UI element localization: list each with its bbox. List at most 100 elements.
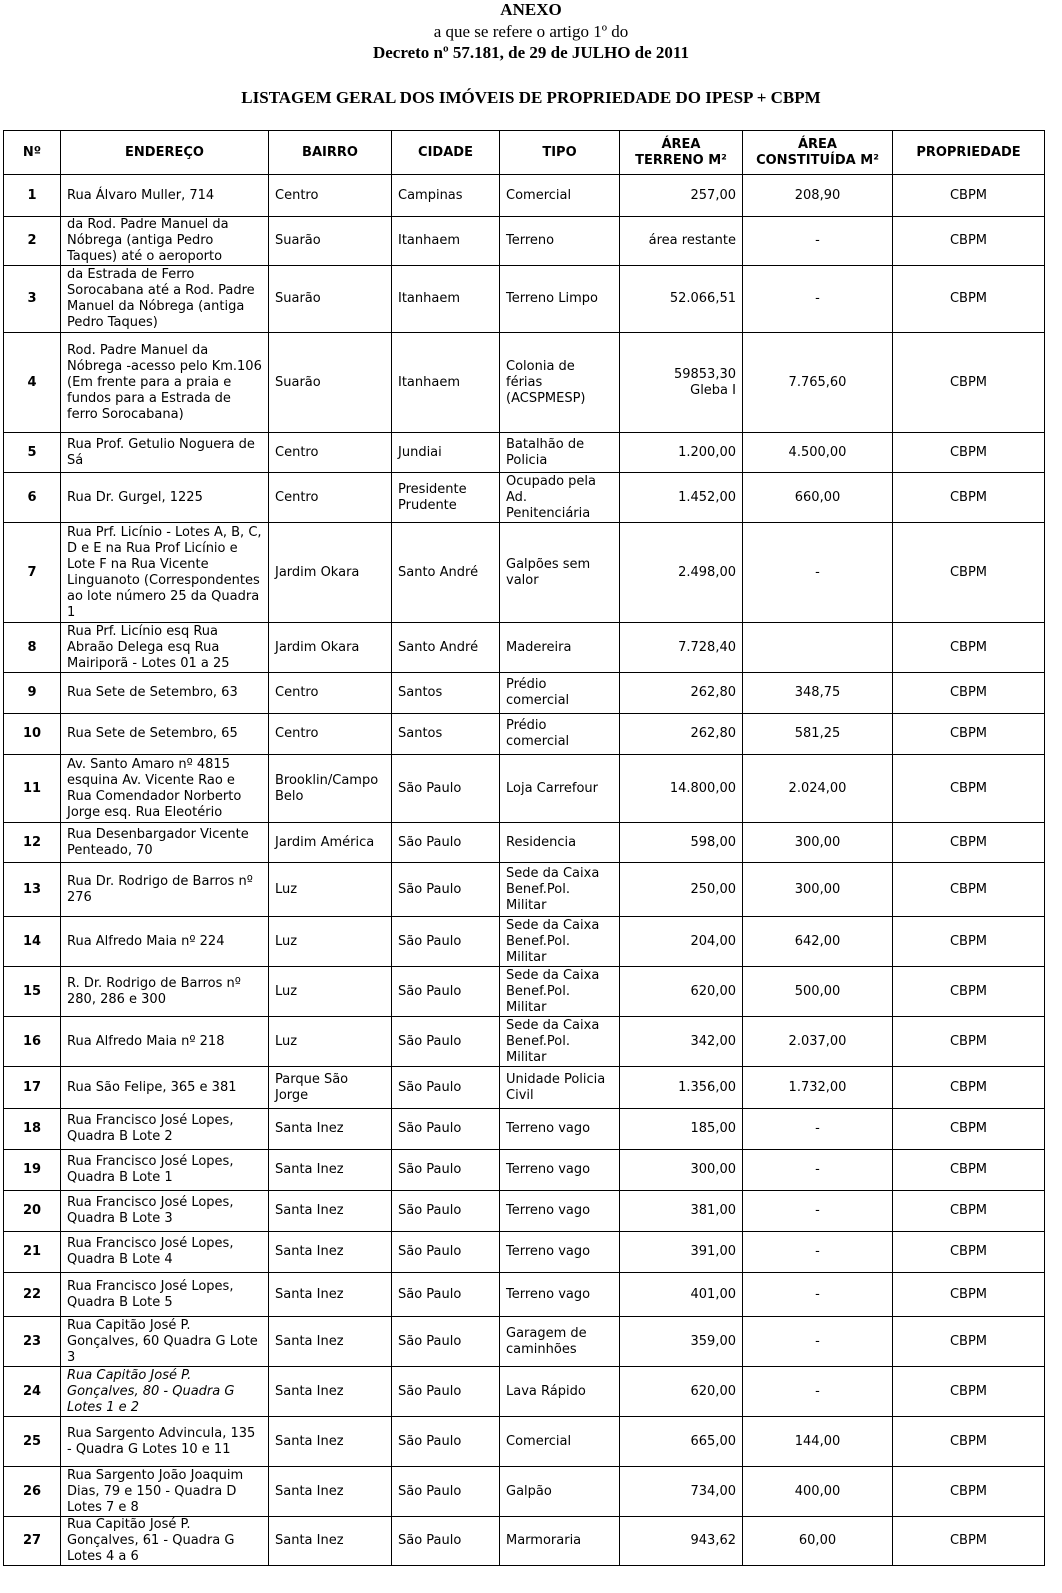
table-cell: Terreno vago [499,1108,620,1150]
table-row: 13 Rua Dr. Rodrigo de Barros nº 276 Luz São… [3,862,1045,917]
table-cell: Santa Inez [268,1366,392,1417]
table-cell: 642,00 [742,916,893,967]
table-cell: 14.800,00 [619,754,743,823]
table-cell: Colonia de férias (ACSPMESP) [499,332,620,433]
table-cell: São Paulo [391,1190,500,1232]
column-header: PROPRIEDADE [892,130,1045,175]
table-cell: 15 [3,966,61,1017]
table-cell: Rua Alfredo Maia nº 218 [60,1016,269,1067]
table-cell: Centro [268,432,392,473]
table-cell: 14 [3,916,61,967]
table-cell: Santa Inez [268,1231,392,1273]
table-row: 2 da Rod. Padre Manuel da Nóbrega (antiga… [3,216,1045,266]
table-cell: CBPM [892,1066,1045,1109]
table-cell: - [742,1366,893,1417]
table-cell: São Paulo [391,966,500,1017]
table-cell: 26 [3,1466,61,1517]
table-cell: CBPM [892,1108,1045,1150]
table-row: 19 Rua Francisco José Lopes, Quadra B Lot… [3,1149,1045,1191]
table-row: 4 Rod. Padre Manuel da Nóbrega -acesso pe… [3,332,1045,433]
table-cell: - [742,1149,893,1191]
table-cell: da Estrada de Ferro Sorocabana até a Rod… [60,265,269,333]
table-cell: Jardim Okara [268,622,392,673]
table-cell: da Rod. Padre Manuel da Nóbrega (antiga … [60,216,269,266]
table-row: 24 Rua Capitão José P. Gonçalves, 80 - Qu… [3,1366,1045,1417]
table-cell: 1.200,00 [619,432,743,473]
table-cell: 52.066,51 [619,265,743,333]
table-row: 20 Rua Francisco José Lopes, Quadra B Lot… [3,1190,1045,1232]
column-header: ÁREA CONSTITUÍDA M² [742,130,893,175]
table-cell: São Paulo [391,1416,500,1467]
table-cell: Prédio comercial [499,713,620,755]
table-cell: Rua Álvaro Muller, 714 [60,174,269,217]
table-cell: Prédio comercial [499,672,620,714]
table-cell: Sede da Caixa Benef.Pol. Militar [499,1016,620,1067]
table-cell: 300,00 [742,862,893,917]
table-cell: 400,00 [742,1466,893,1517]
table-cell: Rod. Padre Manuel da Nóbrega -acesso pel… [60,332,269,433]
table-cell: Comercial [499,174,620,217]
table-cell: 12 [3,822,61,863]
table-cell: 734,00 [619,1466,743,1517]
table-row: 17 Rua São Felipe, 365 e 381 Parque São Jo… [3,1066,1045,1109]
table-cell: CBPM [892,1190,1045,1232]
table-cell: 620,00 [619,966,743,1017]
table-row: 7 Rua Prf. Licínio - Lotes A, B, C, D e E… [3,522,1045,623]
table-cell: Rua Sargento João Joaquim Dias, 79 e 150… [60,1466,269,1517]
table-cell: 24 [3,1366,61,1417]
table-cell: 4 [3,332,61,433]
table-cell: CBPM [892,1516,1045,1566]
table-cell: Santa Inez [268,1416,392,1467]
table-cell: Santos [391,713,500,755]
table-cell: Itanhaem [391,332,500,433]
table-cell: CBPM [892,1416,1045,1467]
column-header: BAIRRO [268,130,392,175]
table-cell: CBPM [892,1016,1045,1067]
table-row: 1 Rua Álvaro Muller, 714 Centro Campinas Com… [3,174,1045,217]
table-cell: 10 [3,713,61,755]
table-cell: Santa Inez [268,1108,392,1150]
table-cell: São Paulo [391,754,500,823]
table-cell: 19 [3,1149,61,1191]
table-cell: Batalhão de Policia [499,432,620,473]
table-cell: Itanhaem [391,216,500,266]
table-cell: Rua Capitão José P. Gonçalves, 61 - Quad… [60,1516,269,1566]
table-cell: Av. Santo Amaro nº 4815 esquina Av. Vice… [60,754,269,823]
table-cell: Suarão [268,332,392,433]
table-cell: 4.500,00 [742,432,893,473]
table-cell: 262,80 [619,713,743,755]
table-cell: Rua Sete de Setembro, 65 [60,713,269,755]
table-cell: Luz [268,966,392,1017]
decree: Decreto nº 57.181, de 29 de JULHO de 201… [372,43,689,62]
table-cell: 2 [3,216,61,266]
table-cell: 185,00 [619,1108,743,1150]
table-cell: Rua Capitão José P. Gonçalves, 80 - Quad… [60,1366,269,1417]
table-row: 6 Rua Dr. Gurgel, 1225 Centro Presidente Pr… [3,472,1045,523]
column-header: ÁREA TERRENO M² [619,130,743,175]
table-cell: 1.356,00 [619,1066,743,1109]
table-cell: - [742,1231,893,1273]
table-cell: São Paulo [391,1149,500,1191]
table-cell: Rua Dr. Gurgel, 1225 [60,472,269,523]
table-row: 21 Rua Francisco José Lopes, Quadra B Lot… [3,1231,1045,1273]
table-cell: Suarão [268,265,392,333]
table-cell: 660,00 [742,472,893,523]
table-cell: Luz [268,1016,392,1067]
table-cell: Garagem de caminhões [499,1316,620,1367]
table-cell: Luz [268,916,392,967]
table-cell: Rua Desenbargador Vicente Penteado, 70 [60,822,269,863]
table-cell: 144,00 [742,1416,893,1467]
table-cell: Lava Rápido [499,1366,620,1417]
table-cell: 401,00 [619,1272,743,1317]
table-row: 16 Rua Alfredo Maia nº 218 Luz São Paulo Sed… [3,1016,1045,1067]
table-cell: Centro [268,472,392,523]
table-cell: - [742,1108,893,1150]
table-row: 12 Rua Desenbargador Vicente Penteado, 70… [3,822,1045,863]
table-cell: 9 [3,672,61,714]
table-cell: Santo André [391,522,500,623]
table-cell: Rua Francisco José Lopes, Quadra B Lote … [60,1231,269,1273]
table-cell: 13 [3,862,61,917]
table-cell: Centro [268,174,392,217]
table-cell: Terreno vago [499,1231,620,1273]
table-cell: 17 [3,1066,61,1109]
